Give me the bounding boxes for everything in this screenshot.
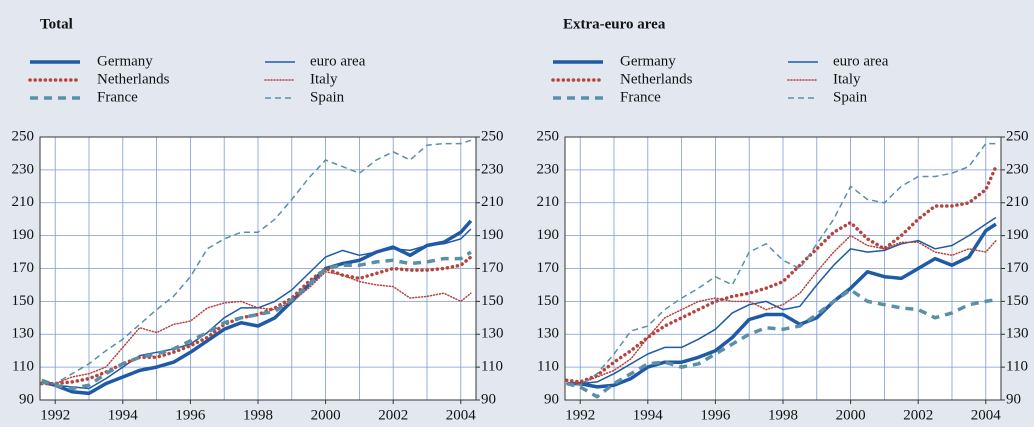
y-tick-label: 230	[12, 161, 35, 177]
series-line	[565, 234, 997, 385]
y2-tick-label: 130	[481, 326, 504, 342]
x-tick-label: 1998	[768, 407, 798, 423]
series-line	[566, 142, 996, 386]
y2-tick-label: 170	[481, 260, 504, 276]
x-tick-label: 2004	[971, 407, 1002, 423]
y2-tick-label: 210	[1006, 194, 1029, 210]
y2-tick-label: 130	[1006, 326, 1029, 342]
series-line	[41, 139, 472, 385]
plot-frame	[39, 136, 477, 401]
legend-label: euro area	[310, 53, 366, 69]
y2-tick-label: 110	[1006, 359, 1028, 375]
y2-tick-label: 190	[481, 227, 504, 243]
y2-tick-label: 250	[1006, 128, 1029, 144]
y-tick-label: 170	[12, 260, 35, 276]
y-tick-label: 210	[12, 194, 35, 210]
series-line	[566, 288, 997, 399]
y-tick-label: 190	[12, 227, 35, 243]
x-tick-label: 2002	[378, 407, 408, 423]
panel-title: Extra-euro area	[563, 16, 666, 32]
x-tick-label: 1994	[108, 407, 139, 423]
legend-label: France	[97, 89, 138, 105]
series-line	[40, 271, 472, 385]
y2-tick-label: 150	[1006, 293, 1029, 309]
legend-label: Germany	[97, 53, 153, 69]
y-tick-label: 90	[544, 391, 559, 407]
legend-label: Netherlands	[620, 71, 693, 87]
series-line	[41, 250, 472, 391]
y2-tick-label: 150	[481, 293, 504, 309]
y-tick-label: 190	[537, 227, 560, 243]
legend-label: euro area	[833, 53, 889, 69]
plot-frame	[564, 136, 1002, 401]
y-tick-label: 170	[537, 260, 560, 276]
y-tick-label: 150	[537, 293, 560, 309]
y2-tick-label: 90	[481, 391, 496, 407]
series-line	[566, 216, 997, 385]
legend-label: Spain	[310, 89, 345, 105]
x-tick-label: 2000	[311, 407, 341, 423]
x-tick-label: 2004	[446, 407, 477, 423]
y-tick-label: 110	[12, 359, 34, 375]
y2-tick-label: 190	[1006, 227, 1029, 243]
legend-label: Italy	[310, 71, 338, 87]
legend-label: Spain	[833, 89, 868, 105]
legend-label: Netherlands	[97, 71, 170, 87]
x-tick-label: 1992	[40, 407, 70, 423]
x-tick-label: 1996	[700, 407, 731, 423]
y2-tick-label: 230	[481, 161, 504, 177]
y-tick-label: 250	[537, 128, 560, 144]
y2-tick-label: 90	[1006, 391, 1021, 407]
y2-tick-label: 250	[481, 128, 504, 144]
series-line	[41, 219, 473, 396]
y-tick-label: 150	[12, 293, 35, 309]
y-tick-label: 230	[537, 161, 560, 177]
y2-tick-label: 170	[1006, 260, 1029, 276]
x-tick-label: 1996	[175, 407, 206, 423]
x-tick-label: 2000	[836, 407, 866, 423]
x-tick-label: 1998	[243, 407, 273, 423]
y-tick-label: 130	[537, 326, 560, 342]
y-tick-label: 90	[19, 391, 34, 407]
legend-label: Italy	[833, 71, 861, 87]
legend-label: Germany	[620, 53, 676, 69]
panel-title: Total	[40, 16, 73, 32]
y2-tick-label: 230	[1006, 161, 1029, 177]
x-tick-label: 1992	[565, 407, 595, 423]
series-line	[566, 222, 997, 389]
y-tick-label: 210	[537, 194, 560, 210]
series-line	[564, 164, 998, 384]
y2-tick-label: 110	[481, 359, 503, 375]
y2-tick-label: 210	[481, 194, 504, 210]
y-tick-label: 250	[12, 128, 35, 144]
y-tick-label: 130	[12, 326, 35, 342]
y-tick-label: 110	[537, 359, 559, 375]
legend-label: France	[620, 89, 661, 105]
x-tick-label: 1994	[633, 407, 664, 423]
x-tick-label: 2002	[903, 407, 933, 423]
